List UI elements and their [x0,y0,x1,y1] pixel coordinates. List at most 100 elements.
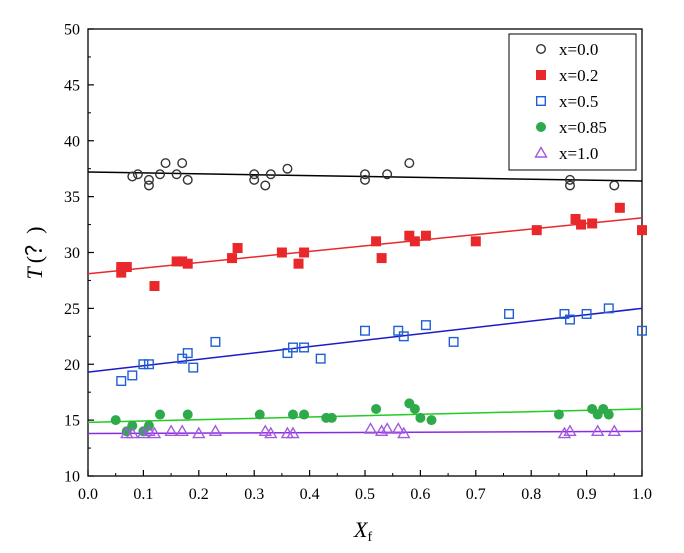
data-point-series-0 [360,169,371,180]
data-point-series-1 [614,202,625,213]
data-point-series-2 [448,336,459,347]
data-point-series-0 [249,174,260,185]
data-point-series-1 [293,258,304,269]
legend-label-series-4: x=1.0 [559,144,598,163]
data-point-series-1 [116,262,127,273]
data-point-series-1 [376,253,387,264]
data-point-series-3 [371,403,382,414]
legend-marker-series-0 [536,44,547,55]
data-point-series-0 [143,174,154,185]
data-points [110,158,648,439]
data-point-series-1 [404,230,415,241]
data-point-series-0 [564,174,575,185]
data-point-series-2 [177,353,188,364]
data-point-series-3 [603,409,614,420]
data-point-series-2 [138,359,149,370]
data-point-series-2 [420,320,431,331]
data-point-series-0 [282,163,293,174]
data-point-series-4 [258,424,272,436]
data-point-series-2 [127,370,138,381]
data-point-series-1 [299,247,310,258]
data-point-series-4 [557,426,572,439]
legend-marker-series-3 [536,122,546,132]
data-point-series-1 [177,256,188,267]
data-point-series-4 [374,424,389,436]
data-point-series-2 [559,308,570,319]
data-point-series-2 [581,308,592,319]
data-point-series-1 [409,236,420,247]
data-point-series-2 [315,353,326,364]
x-tick-label: 0.6 [410,486,430,503]
data-point-series-1 [637,225,647,236]
data-point-series-0 [143,180,154,191]
data-point-series-4 [380,422,394,434]
axis-ticks: 0.0 0.1 0.2 0.3 0.4 0.5 0.6 0.7 0.8 0.9 1.0 10 15 20 2… [64,22,652,504]
data-point-series-3 [409,403,420,414]
data-point-series-0 [171,169,182,180]
y-tick-label: 45 [64,77,80,94]
data-point-series-3 [299,409,310,420]
x-tick-label: 0.3 [244,486,264,503]
data-point-series-2 [564,314,575,325]
data-point-series-2 [188,362,199,373]
y-tick-label: 20 [64,357,80,374]
data-point-series-2 [143,359,154,370]
data-point-series-2 [282,348,293,359]
fit-line-series-1 [87,217,643,275]
data-point-series-4 [192,426,206,439]
y-tick-label: 35 [64,189,80,206]
y-tick-label: 30 [64,245,80,262]
y-tick-label: 40 [64,133,80,150]
x-tick-label: 0.9 [577,486,597,503]
data-point-series-4 [590,424,605,436]
data-point-series-0 [249,169,260,180]
y-tick-label: 50 [64,22,80,39]
legend-box [508,33,637,171]
data-point-series-2 [504,308,515,319]
data-point-series-2 [603,303,614,314]
data-point-series-4 [264,426,278,439]
x-axis-label-sub: f [367,530,372,545]
data-point-series-4 [563,424,577,436]
data-point-series-2 [637,325,648,336]
data-point-series-4 [397,426,411,439]
data-point-series-3 [287,409,298,420]
data-point-series-0 [360,174,371,185]
data-point-series-1 [470,236,481,247]
legend-marker-series-1 [536,70,546,80]
data-point-series-0 [132,169,143,180]
data-point-series-3 [182,409,193,420]
data-point-series-3 [326,412,337,423]
data-point-series-4 [175,424,189,436]
legend-label-series-2: x=0.5 [559,92,598,111]
fit-lines [87,171,643,435]
data-point-series-3 [155,409,166,420]
fit-line-series-0 [87,171,643,182]
data-point-series-2 [210,336,221,347]
data-point-series-4 [363,422,378,434]
data-point-series-2 [393,325,404,336]
data-point-series-1 [371,236,382,247]
y-axis-label-unit: (？) [22,227,47,264]
data-point-series-2 [299,342,310,353]
data-point-series-4 [286,426,300,439]
data-point-series-1 [570,213,581,224]
y-tick-label: 10 [64,469,80,486]
data-point-series-1 [232,243,243,254]
y-tick-label: 25 [64,301,80,318]
data-point-series-3 [127,420,138,431]
data-point-series-2 [398,331,409,342]
x-axis-label: Xf [353,517,372,545]
x-tick-label: 1.0 [632,486,652,503]
data-point-series-3 [415,412,426,423]
data-point-series-0 [260,180,271,191]
data-point-series-4 [208,424,223,436]
data-point-series-4 [125,426,140,439]
x-tick-label: 0.0 [78,486,98,503]
data-point-series-2 [116,376,127,387]
x-tick-label: 0.5 [355,486,375,503]
x-tick-label: 0.1 [133,486,153,503]
x-axis-label-main: X [353,517,369,542]
data-point-series-1 [171,256,182,267]
data-point-series-2 [360,325,371,336]
